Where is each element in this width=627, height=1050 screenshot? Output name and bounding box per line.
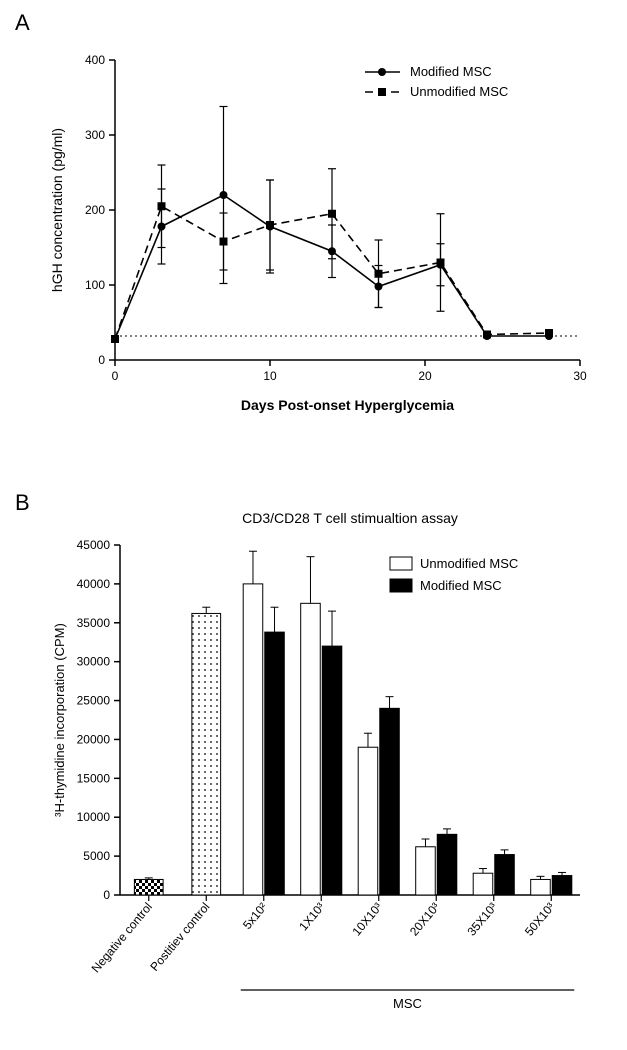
svg-text:20000: 20000 xyxy=(77,732,111,746)
svg-text:0: 0 xyxy=(98,353,105,367)
svg-text:35X10³: 35X10³ xyxy=(464,900,500,939)
svg-text:0: 0 xyxy=(112,369,119,383)
svg-text:³H-thymidine incorporation (CP: ³H-thymidine incorporation (CPM) xyxy=(52,623,67,817)
svg-text:25000: 25000 xyxy=(77,694,111,708)
svg-text:Unmodified MSC: Unmodified MSC xyxy=(420,556,518,571)
svg-text:5000: 5000 xyxy=(83,849,110,863)
svg-text:Modified MSC: Modified MSC xyxy=(420,578,502,593)
svg-text:45000: 45000 xyxy=(77,538,111,552)
svg-text:30000: 30000 xyxy=(77,655,111,669)
svg-text:30: 30 xyxy=(573,369,587,383)
svg-text:5x10²: 5x10² xyxy=(240,900,270,932)
svg-text:10: 10 xyxy=(263,369,277,383)
svg-text:300: 300 xyxy=(85,128,105,142)
svg-text:400: 400 xyxy=(85,53,105,67)
svg-text:100: 100 xyxy=(85,278,105,292)
svg-text:MSC: MSC xyxy=(393,996,422,1011)
svg-text:200: 200 xyxy=(85,203,105,217)
svg-text:Postitiev control: Postitiev control xyxy=(147,900,212,974)
panel-b-svg: CD3/CD28 T cell stimualtion assay 0 5000 10… xyxy=(40,505,600,1025)
svg-text:50X10³: 50X10³ xyxy=(522,900,558,939)
panel-b-label: B xyxy=(15,490,30,516)
svg-text:Days Post-onset Hyperglycemia: Days Post-onset Hyperglycemia xyxy=(241,397,454,413)
panel-b-chart: CD3/CD28 T cell stimualtion assay 0 5000 10… xyxy=(40,505,600,1025)
svg-text:35000: 35000 xyxy=(77,616,111,630)
panel-a-chart: 0 100 200 300 400 0 10 20 30 Days Post-onset Hype… xyxy=(40,50,600,420)
svg-text:hGH concentration (pg/ml): hGH concentration (pg/ml) xyxy=(49,128,65,292)
svg-text:0: 0 xyxy=(103,888,110,902)
svg-text:40000: 40000 xyxy=(77,577,111,591)
svg-text:10X10³: 10X10³ xyxy=(349,900,385,939)
svg-text:10000: 10000 xyxy=(77,810,111,824)
svg-text:CD3/CD28 T cell stimualtion as: CD3/CD28 T cell stimualtion assay xyxy=(242,510,458,526)
svg-text:20: 20 xyxy=(418,369,432,383)
svg-text:Modified MSC: Modified MSC xyxy=(410,64,492,79)
svg-text:15000: 15000 xyxy=(77,771,111,785)
svg-text:20X10³: 20X10³ xyxy=(407,900,443,939)
panel-a-svg: 0 100 200 300 400 0 10 20 30 Days Post-onset Hype… xyxy=(40,50,600,420)
svg-text:Negative control: Negative control xyxy=(89,900,155,975)
panel-a-label: A xyxy=(15,10,30,36)
svg-text:Unmodified MSC: Unmodified MSC xyxy=(410,84,508,99)
svg-text:1X10³: 1X10³ xyxy=(296,900,327,934)
figure-root: A 0 100 200 300 400 0 10 20 30 Days Post-onset Hy… xyxy=(0,0,627,1050)
